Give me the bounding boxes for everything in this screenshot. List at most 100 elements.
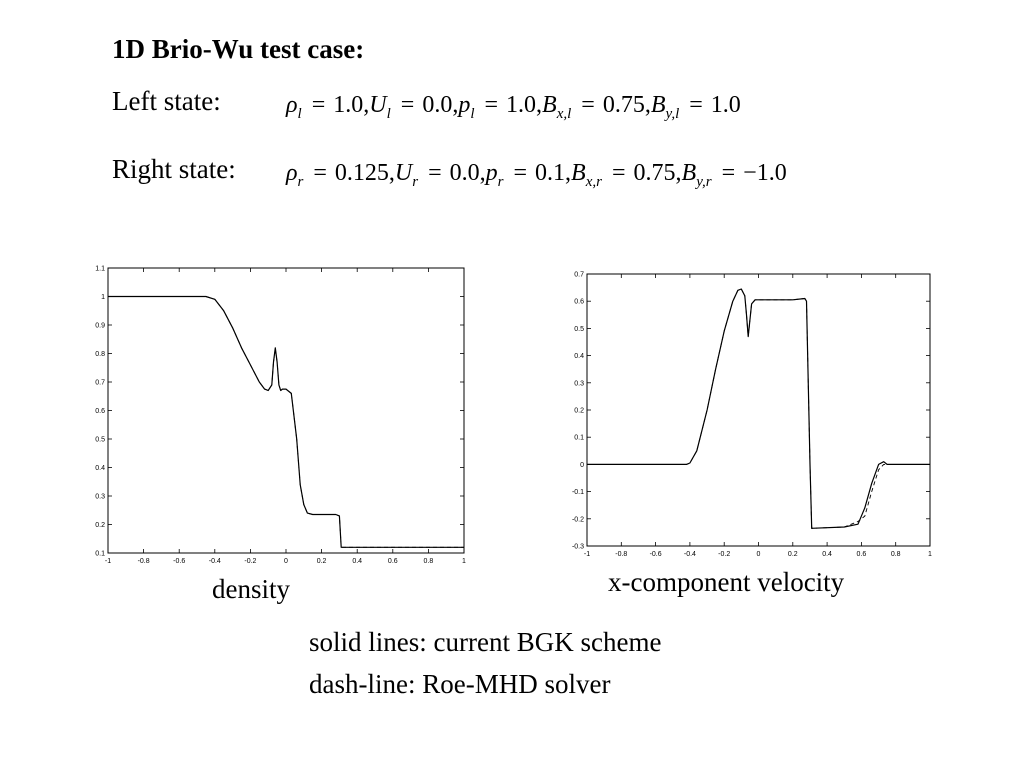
velocity-chart: -1 -0.8 -0.6 -0.4 -0.2 0 0.2 0.4 0.6 0.8 1 -0.3 -0.2…	[572, 272, 932, 559]
right-term-0-symbol: ρ	[286, 160, 298, 186]
chart-0-ytick-label: 0.5	[95, 437, 105, 444]
legend-solid-note: solid lines: current BGK scheme	[309, 627, 662, 657]
chart-0-frame	[107, 267, 465, 554]
chart-1-xtick-label: -0.8	[615, 551, 627, 558]
left-term-4-subscript: y,l	[665, 106, 680, 122]
right-term-0-value: 0.125,	[334, 160, 395, 186]
right-term-4-subscript: y,r	[696, 174, 712, 190]
right-term-0-equals: =	[313, 160, 327, 186]
right-term-3-value: 0.75,	[633, 160, 682, 186]
chart-1-ytick-label: 0.3	[574, 380, 584, 387]
left-term-3-subscript: x,l	[556, 106, 572, 122]
chart-0-xtick-label: 0.2	[317, 558, 327, 565]
left-state-label: Left state:	[112, 86, 221, 116]
chart-0-series-dashed-line	[108, 296, 464, 548]
chart-0-xtick-label: 0	[284, 558, 288, 565]
left-term-0-subscript: l	[297, 106, 302, 122]
chart-0-ytick-label: 0.9	[95, 323, 105, 330]
velocity-caption: x-component velocity	[608, 567, 845, 597]
chart-1-ytick-label: -0.1	[572, 489, 584, 496]
chart-1-xtick-label: 0.6	[857, 551, 867, 558]
chart-0-ytick-label: 0.6	[95, 408, 105, 415]
right-term-4-equals: =	[721, 160, 736, 186]
right-term-2-symbol: p	[485, 160, 498, 186]
right-term-1-value: 0.0,	[449, 160, 486, 186]
right-term-3-subscript: x,r	[585, 174, 602, 190]
chart-1-xtick-label: 0.8	[891, 551, 901, 558]
chart-1-xtick-label: 0.2	[788, 551, 798, 558]
chart-1-ytick-label: 0.1	[574, 435, 584, 442]
left-term-2-equals: =	[484, 92, 499, 118]
chart-1-xtick-label: -0.6	[650, 551, 662, 558]
chart-1-ytick-label: 0.6	[574, 299, 584, 306]
legend-dash-note: dash-line: Roe-MHD solver	[309, 669, 611, 699]
left-term-2-symbol: p	[458, 92, 471, 118]
chart-1-xtick-label: -0.2	[718, 551, 730, 558]
chart-1-frame	[586, 273, 931, 547]
chart-1-series-dashed-line	[587, 288, 930, 529]
left-term-4-symbol: B	[650, 92, 666, 118]
right-term-0-subscript: r	[297, 174, 304, 190]
left-term-1-symbol: U	[369, 92, 387, 118]
chart-0-xtick-label: -0.6	[173, 558, 185, 565]
chart-1-ytick-label: -0.2	[572, 516, 584, 523]
left-state-equation: ρl = 1.0,Ul = 0.0,pl = 1.0,Bx,l = 0.75,By,l = 1.0	[286, 92, 741, 123]
chart-1-series-solid-line	[587, 288, 930, 529]
chart-0-ytick-label: 1	[101, 294, 105, 301]
right-state-label: Right state:	[112, 154, 236, 184]
chart-0-ytick-label: 0.2	[95, 522, 105, 529]
chart-0-xtick-label: -0.2	[244, 558, 256, 565]
chart-1-ytick-label: -0.3	[572, 544, 584, 551]
right-state-equation: ρr = 0.125,Ur = 0.0,pr = 0.1,Bx,r = 0.75,By,r = −1…	[286, 160, 787, 191]
right-term-3-equals: =	[611, 160, 626, 186]
right-term-3-symbol: B	[571, 160, 586, 186]
chart-0-xtick-label: 1	[462, 558, 466, 565]
chart-0-series-solid-line	[108, 295, 464, 548]
chart-0-ytick-label: 0.7	[95, 380, 105, 387]
chart-0-xtick-label: -0.4	[209, 558, 221, 565]
chart-1-ytick-label: 0.4	[574, 353, 584, 360]
chart-0-xtick-label: 0.8	[424, 558, 434, 565]
chart-1-xtick-label: 1	[928, 551, 932, 558]
left-term-2-value: 1.0,	[506, 92, 543, 118]
right-term-2-subscript: r	[497, 174, 504, 190]
chart-0-xtick-label: 0.4	[352, 558, 362, 565]
chart-1-ytick-label: 0	[580, 462, 584, 469]
left-term-1-subscript: l	[386, 106, 391, 122]
chart-0-xtick-label: 0.6	[388, 558, 398, 565]
left-term-1-value: 0.0,	[422, 92, 459, 118]
chart-0-ytick-label: 1.1	[95, 266, 105, 273]
right-term-1-symbol: U	[394, 160, 413, 186]
left-term-4-value: 1.0	[710, 92, 741, 118]
chart-1-xtick-label: -0.4	[684, 551, 696, 558]
left-term-0-value: 1.0,	[333, 92, 370, 118]
density-chart: -1 -0.8 -0.6 -0.4 -0.2 0 0.2 0.4 0.6 0.8 1 0.1 0.2 0.…	[95, 266, 466, 566]
left-term-0-symbol: ρ	[286, 92, 298, 118]
right-term-4-symbol: B	[681, 160, 697, 186]
chart-1-xtick-label: 0	[757, 551, 761, 558]
chart-0-ytick-label: 0.8	[95, 351, 105, 358]
right-term-2-value: 0.1,	[535, 160, 572, 186]
chart-1-ytick-label: 0.2	[574, 408, 584, 415]
left-term-3-symbol: B	[542, 92, 557, 118]
right-term-1-subscript: r	[412, 174, 419, 190]
density-caption: density	[212, 574, 290, 604]
chart-0-ytick-label: 0.4	[95, 465, 105, 472]
chart-1-xtick-label: -1	[584, 551, 590, 558]
left-term-2-subscript: l	[470, 106, 475, 122]
left-term-4-equals: =	[689, 92, 703, 118]
left-term-1-equals: =	[400, 92, 415, 118]
left-term-3-equals: =	[581, 92, 595, 118]
chart-0-ytick-label: 0.3	[95, 494, 105, 501]
chart-1-xtick-label: 0.4	[822, 551, 832, 558]
chart-0-xtick-label: -1	[105, 558, 111, 565]
left-term-0-equals: =	[311, 92, 326, 118]
right-term-2-equals: =	[513, 160, 528, 186]
right-term-4-value: −1.0	[743, 160, 787, 186]
chart-0-ytick-label: 0.1	[95, 551, 105, 558]
left-term-3-value: 0.75,	[602, 92, 651, 118]
chart-1-ytick-label: 0.5	[574, 326, 584, 333]
chart-0-xtick-label: -0.8	[138, 558, 150, 565]
slide-title: 1D Brio-Wu test case:	[112, 34, 365, 64]
right-term-1-equals: =	[428, 160, 442, 186]
